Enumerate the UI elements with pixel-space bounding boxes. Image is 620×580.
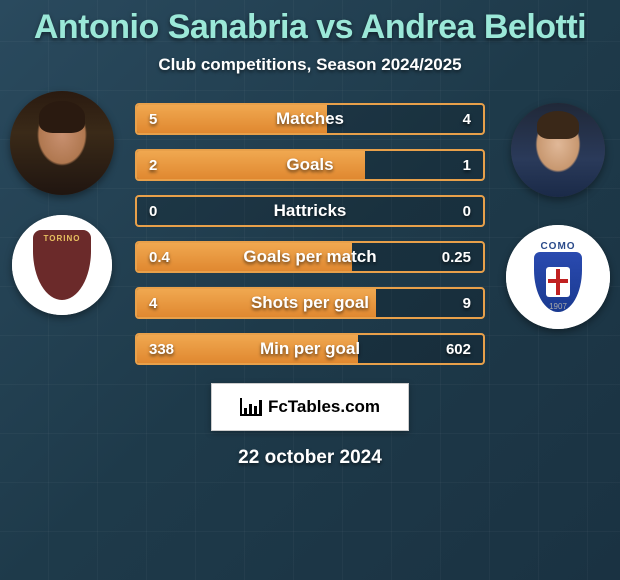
logo-text: FcTables.com	[268, 397, 380, 417]
stat-right-value: 0.25	[442, 249, 471, 266]
stat-label: Goals	[286, 155, 333, 175]
stat-right-value: 9	[463, 295, 471, 312]
right-player-column: COMO 1907	[506, 103, 610, 329]
stat-bar: 4 Shots per goal 9	[135, 287, 485, 319]
left-player-avatar	[10, 91, 114, 195]
subtitle: Club competitions, Season 2024/2025	[158, 55, 461, 75]
chart-icon	[240, 398, 262, 416]
stat-bar: 0 Hattricks 0	[135, 195, 485, 227]
stat-bars: 5 Matches 4 2 Goals 1 0 Hattricks 0 0.4 Goals per …	[135, 103, 485, 365]
stat-label: Min per goal	[260, 339, 360, 359]
como-crest-icon: COMO 1907	[506, 225, 610, 329]
como-crest-text: COMO	[540, 241, 575, 252]
stat-left-value: 0.4	[149, 249, 170, 266]
stat-right-value: 602	[446, 341, 471, 358]
stat-left-value: 4	[149, 295, 157, 312]
stat-left-value: 5	[149, 111, 157, 128]
stat-bar: 338 Min per goal 602	[135, 333, 485, 365]
left-player-column: TORINO	[10, 91, 114, 315]
fctables-logo[interactable]: FcTables.com	[211, 383, 409, 431]
como-crest-year: 1907	[549, 302, 567, 311]
stat-bar: 2 Goals 1	[135, 149, 485, 181]
torino-crest-icon: TORINO	[12, 215, 112, 315]
date-label: 22 october 2024	[238, 447, 382, 469]
stat-label: Hattricks	[274, 201, 347, 221]
stat-right-value: 4	[463, 111, 471, 128]
stat-left-value: 2	[149, 157, 157, 174]
right-player-avatar	[511, 103, 605, 197]
page-title: Antonio Sanabria vs Andrea Belotti	[34, 8, 586, 47]
torino-crest-text: TORINO	[44, 234, 81, 243]
stat-left-value: 338	[149, 341, 174, 358]
stat-right-value: 1	[463, 157, 471, 174]
stat-bar: 5 Matches 4	[135, 103, 485, 135]
stat-right-value: 0	[463, 203, 471, 220]
stat-label: Shots per goal	[251, 293, 369, 313]
right-club-crest: COMO 1907	[506, 225, 610, 329]
face-icon	[511, 103, 605, 197]
stat-label: Goals per match	[243, 247, 376, 267]
face-icon	[10, 91, 114, 195]
stat-left-value: 0	[149, 203, 157, 220]
comparison-content: TORINO 5 Matches 4 2 Goals 1 0 Hattricks 0 0.4 Goa…	[0, 103, 620, 365]
stat-label: Matches	[276, 109, 344, 129]
stat-bar: 0.4 Goals per match 0.25	[135, 241, 485, 273]
left-club-crest: TORINO	[12, 215, 112, 315]
